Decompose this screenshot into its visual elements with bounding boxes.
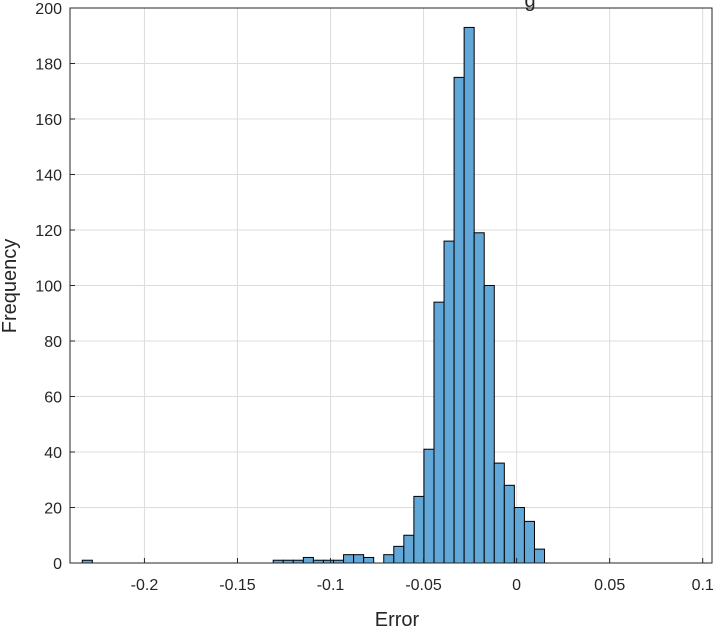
histogram-bar [513,507,525,564]
histogram-bars [81,26,546,564]
histogram-bar [453,76,465,564]
grid-lines [70,7,712,564]
y-tick-label: 60 [44,390,62,407]
y-tick-label: 120 [35,223,62,240]
y-tick-label: 100 [35,279,62,296]
histogram-bar [433,301,445,564]
histogram-bar [403,534,415,564]
x-tick-label: 0.05 [594,577,625,594]
x-axis-ticks: -0.2 -0.15 -0.1 -0.05 0 0.05 0.1 [131,558,714,594]
x-axis-label: Error [375,609,420,628]
y-tick-label: 160 [35,112,62,129]
y-tick-label: 20 [44,501,62,518]
y-tick-label: 80 [44,334,62,351]
x-tick-label: -0.2 [131,577,159,594]
histogram-bar [353,554,365,564]
histogram-bar [363,556,375,564]
x-tick-label: -0.15 [219,577,256,594]
histogram-bar [302,556,314,564]
histogram-bar [463,26,475,564]
x-tick-label: -0.05 [405,577,442,594]
y-tick-label: 40 [44,445,62,462]
histogram-bar [423,448,435,564]
chart-title-fragment: g [524,0,535,12]
histogram-bar [503,484,515,564]
histogram-bar [483,285,495,564]
histogram-bar [493,462,505,564]
histogram-bar [343,554,355,564]
histogram-bar [413,495,425,564]
y-tick-label: 180 [35,57,62,74]
histogram-bar [443,240,455,564]
histogram-bar [473,232,485,564]
histogram-bar [383,554,395,564]
y-tick-label: 140 [35,168,62,185]
x-tick-label: 0 [512,577,521,594]
y-axis-label: Frequency [0,239,21,334]
histogram-bar [523,520,535,564]
y-tick-label: 0 [53,556,62,573]
y-axis-ticks: 0 20 40 60 80 100 120 140 160 180 200 [35,1,75,573]
x-tick-label: 0.1 [692,577,714,594]
y-tick-label: 200 [35,1,62,18]
histogram-bar [533,548,546,564]
x-tick-label: -0.1 [317,577,345,594]
histogram-bar [393,545,405,564]
